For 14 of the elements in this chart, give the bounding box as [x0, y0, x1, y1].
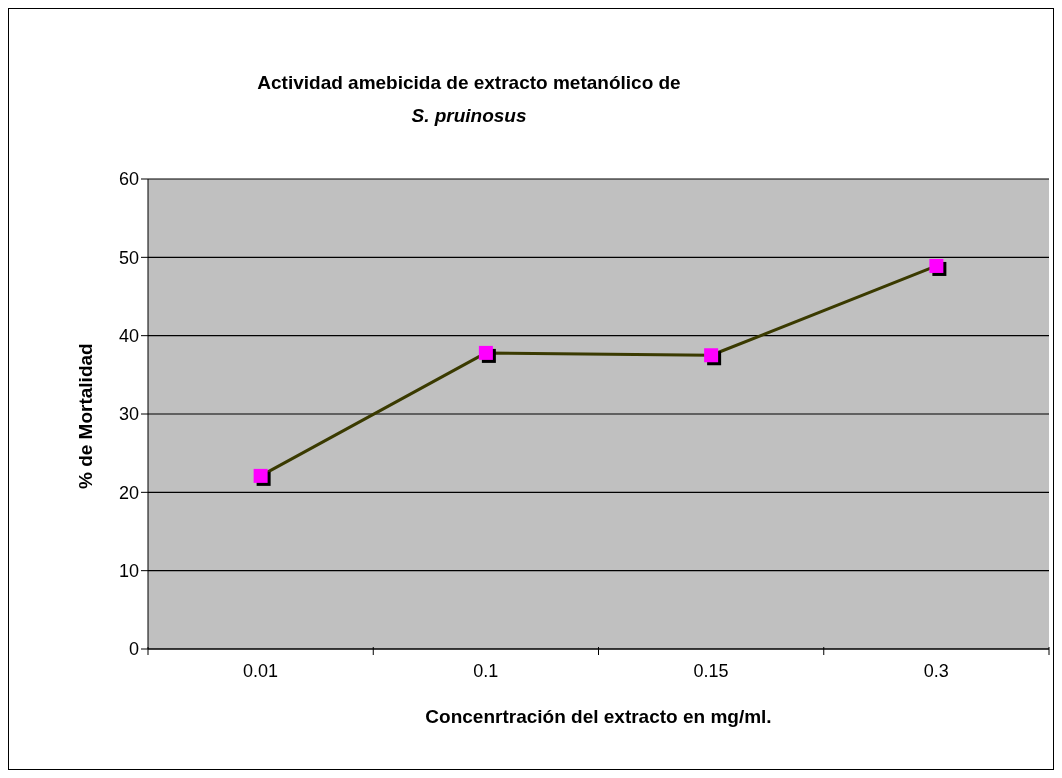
x-tick-label: 0.15 — [693, 661, 729, 681]
y-axis-title: % de Mortalidad — [74, 343, 96, 489]
y-tick-label: 10 — [118, 561, 139, 582]
y-tick-label: 0 — [128, 639, 139, 660]
x-axis-title: Concenrtración del extracto en mg/ml. — [425, 706, 772, 727]
y-tick-label: 40 — [118, 326, 139, 347]
chart-title: Actividad amebicida de extracto metanólico de S. pruinosus — [256, 71, 682, 128]
x-tick-label: 0.01 — [243, 661, 279, 681]
y-tick-label: 60 — [118, 169, 139, 190]
y-tick-label: 30 — [118, 404, 139, 425]
y-tick-label: 50 — [118, 247, 139, 268]
x-tick-label: 0.3 — [923, 661, 949, 681]
y-tick-label: 20 — [118, 482, 139, 503]
x-tick-label: 0.1 — [473, 661, 499, 681]
